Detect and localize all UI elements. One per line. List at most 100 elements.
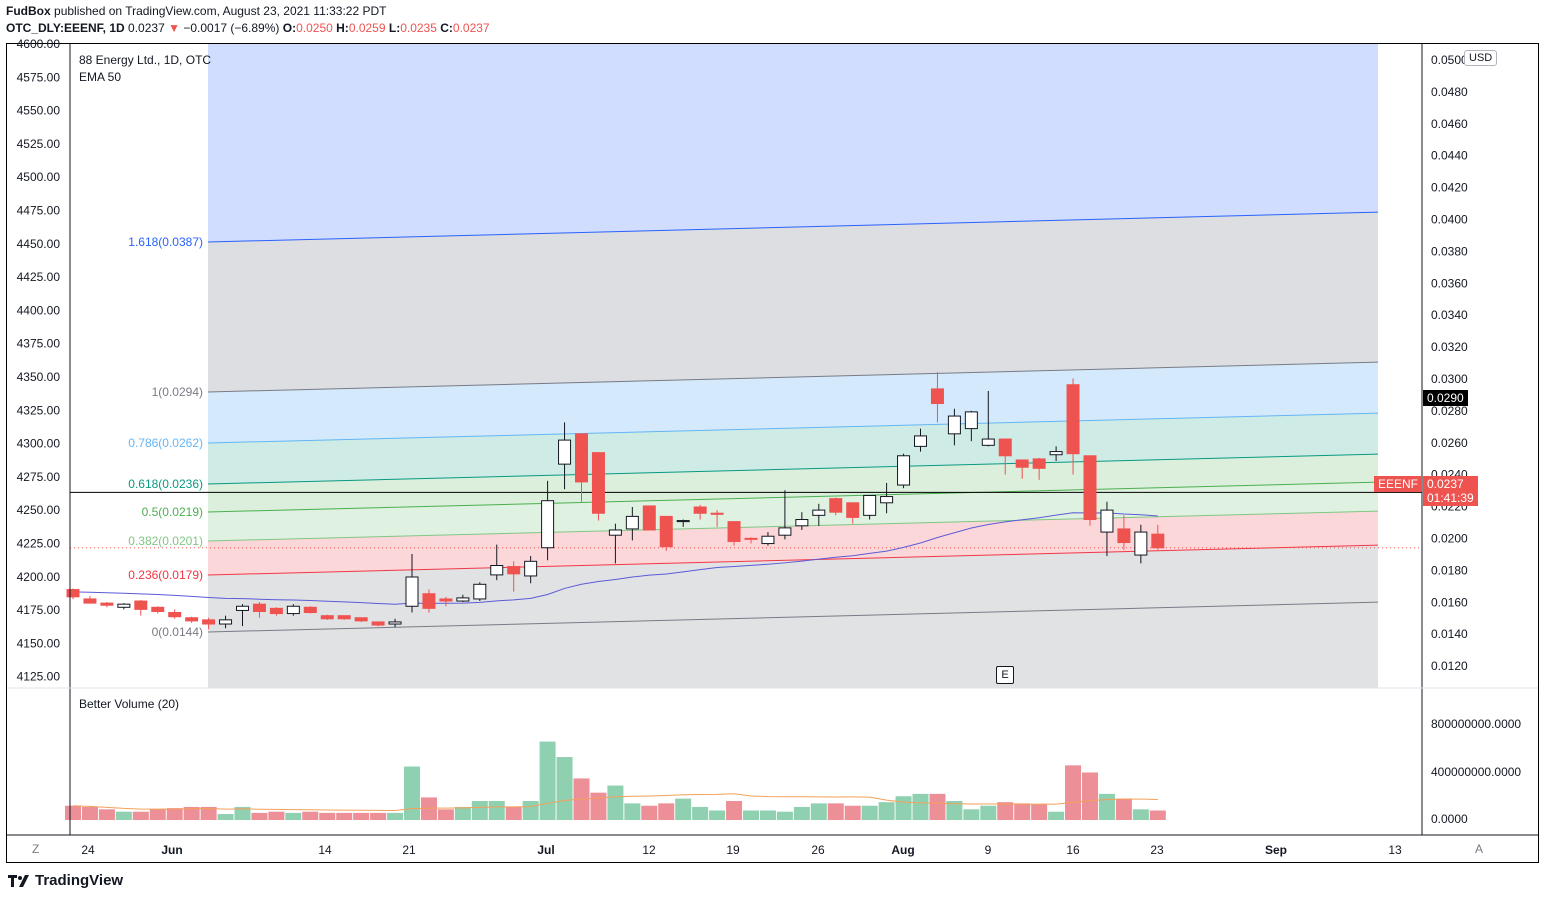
volume-bar <box>234 806 251 820</box>
price-axis-label: 0.0140 <box>1431 627 1468 641</box>
volume-bar <box>149 809 166 820</box>
fib-line <box>207 601 1379 633</box>
time-axis-label: Aug <box>891 843 914 857</box>
auto-scale-button[interactable]: A <box>1475 842 1484 856</box>
price-pane-bg <box>70 44 1422 688</box>
volume-bar <box>336 812 353 820</box>
time-axis-label: Sep <box>1265 843 1287 857</box>
candle-body <box>456 597 470 602</box>
volume-bar <box>200 806 217 820</box>
candle-body <box>371 621 385 626</box>
price-axis-label: 0.0280 <box>1431 404 1468 418</box>
fib-line <box>207 412 1379 444</box>
candle-body <box>998 438 1012 457</box>
brand-text: TradingView <box>35 872 124 889</box>
volume-bar <box>878 802 895 820</box>
volume-bar <box>522 800 539 820</box>
volume-bar <box>997 802 1014 820</box>
publisher-name[interactable]: FudBox <box>6 4 51 18</box>
time-axis-label: 26 <box>811 843 825 857</box>
candle-body <box>744 537 758 540</box>
price-axis-label: 0.0120 <box>1431 659 1468 673</box>
candle-body <box>134 600 148 610</box>
fib-line <box>207 510 1379 542</box>
time-axis-label: 12 <box>642 843 656 857</box>
chart-legend-title[interactable]: 88 Energy Ltd., 1D, OTC <box>79 53 212 67</box>
volume-bar <box>81 806 98 820</box>
fib-level-label: 0.382(0.0201) <box>128 534 203 548</box>
left-axis-label: 4225.00 <box>17 537 61 551</box>
volume-bar <box>946 800 963 820</box>
volume-bar <box>844 805 861 820</box>
volume-bar <box>285 812 302 820</box>
candle-body <box>1151 533 1165 549</box>
volume-legend[interactable]: Better Volume (20) <box>79 697 180 711</box>
volume-bar <box>183 806 200 820</box>
volume-bar <box>1098 793 1115 820</box>
candle-body <box>930 388 944 405</box>
high-label: H: <box>336 21 349 35</box>
earnings-icon[interactable]: E <box>996 666 1014 684</box>
low-label: L: <box>388 21 401 35</box>
volume-bar <box>1149 810 1166 820</box>
candle-body <box>524 560 538 577</box>
symbol-tag: EEENF <box>1374 476 1423 492</box>
volume-bar <box>319 812 336 820</box>
close-label: C: <box>440 21 453 35</box>
ema-legend[interactable]: EMA 50 <box>79 70 122 84</box>
time-axis-label: 23 <box>1150 843 1164 857</box>
candle-body <box>473 583 487 600</box>
left-axis-label: 4375.00 <box>17 337 61 351</box>
candle-body <box>66 589 80 598</box>
left-axis-label: 4350.00 <box>17 370 61 384</box>
tradingview-logo[interactable]: TradingView <box>8 872 123 889</box>
price-axis-label: 0.0340 <box>1431 308 1468 322</box>
candle-body <box>1032 458 1046 469</box>
fib-level-label: 0.786(0.0262) <box>128 436 203 450</box>
symbol-quote-line: OTC_DLY:EEENF, 1D 0.0237 ▼ −0.0017 (−6.8… <box>6 21 490 35</box>
volume-bar <box>658 803 675 820</box>
volume-bar <box>556 757 573 820</box>
price-axis-label: 0.0380 <box>1431 244 1468 258</box>
candle-body <box>269 607 283 615</box>
candle-body <box>710 512 724 515</box>
candle-body <box>286 605 300 615</box>
left-axis-label: 4150.00 <box>17 636 61 650</box>
candle-body <box>185 617 199 622</box>
candle-body <box>778 527 792 536</box>
candle-body <box>252 603 266 612</box>
volume-bar <box>488 800 505 820</box>
left-axis-label: 4425.00 <box>17 270 61 284</box>
current-price-tag: 0.0237 01:41:39 <box>1423 476 1478 506</box>
volume-bar <box>98 809 115 820</box>
volume-bar <box>1031 804 1048 820</box>
countdown-label: 01:41:39 <box>1427 491 1474 505</box>
candle-body <box>981 438 995 446</box>
zoom-button[interactable]: Z <box>32 842 40 856</box>
price-axis-label: 0.0440 <box>1431 149 1468 163</box>
candle-body <box>829 498 843 513</box>
publish-info: FudBox published on TradingView.com, Aug… <box>6 4 386 18</box>
volume-bar <box>607 785 624 820</box>
candle-body <box>1015 459 1029 468</box>
volume-bar <box>505 806 522 820</box>
last-price: 0.0237 <box>128 21 165 35</box>
fib-level-label: 1.618(0.0387) <box>128 235 203 249</box>
volume-bar <box>251 812 268 820</box>
candle-body <box>1083 455 1097 521</box>
volume-bar <box>793 806 810 820</box>
left-axis-label: 4550.00 <box>17 104 61 118</box>
volume-bar <box>539 741 556 820</box>
price-axis-label: 0.0320 <box>1431 340 1468 354</box>
price-axis-label: 0.0360 <box>1431 276 1468 290</box>
volume-bar <box>268 811 285 820</box>
candle-body <box>337 615 351 620</box>
currency-button[interactable]: USD <box>1464 50 1498 66</box>
left-axis-label: 4175.00 <box>17 603 61 617</box>
candle-body <box>1117 528 1131 544</box>
volume-bar <box>404 766 420 820</box>
volume-bar <box>912 793 929 820</box>
tradingview-logo-icon <box>8 875 29 888</box>
time-axis-label: Jul <box>537 843 554 857</box>
